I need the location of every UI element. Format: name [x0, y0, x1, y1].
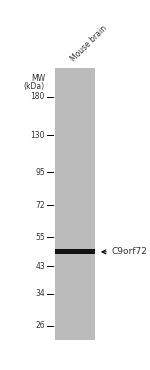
Text: 34: 34 [35, 289, 45, 298]
Text: Mouse brain: Mouse brain [69, 23, 108, 63]
Bar [55, 68, 95, 340]
Text: 55: 55 [35, 232, 45, 242]
Text: 43: 43 [35, 262, 45, 270]
Text: 95: 95 [35, 168, 45, 177]
Text: 180: 180 [31, 92, 45, 101]
Bar [55, 249, 95, 254]
Text: C9orf72: C9orf72 [111, 248, 147, 256]
Text: 130: 130 [30, 131, 45, 140]
Text: (kDa): (kDa) [24, 83, 45, 91]
Text: 26: 26 [35, 321, 45, 330]
Text: MW: MW [31, 74, 45, 84]
Text: 72: 72 [35, 201, 45, 210]
